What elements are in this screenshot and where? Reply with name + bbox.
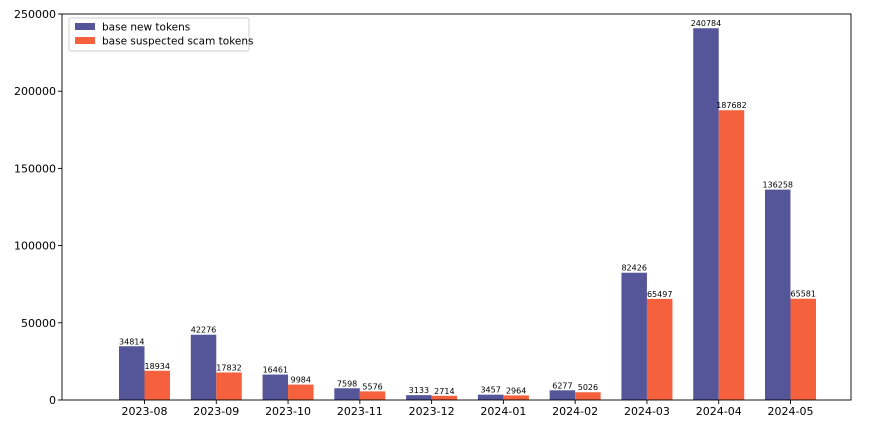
data-label-scam-tokens-2024-01: 2964 <box>506 386 526 395</box>
bar-new-tokens-2023-10 <box>262 374 289 400</box>
data-labels-layer: 34814 42276 16461 7598 3133 3457 6277 82426 2407… <box>119 19 816 396</box>
y-tick-label: 0 <box>49 394 56 407</box>
legend-label-new-tokens: base new tokens <box>102 22 190 34</box>
y-tick-label: 250000 <box>14 8 56 21</box>
data-label-new-tokens-2023-09: 42276 <box>191 326 216 335</box>
bars-layer <box>119 28 816 400</box>
data-label-scam-tokens-2023-08: 18934 <box>145 362 170 371</box>
x-tick-label: 2024-04 <box>696 405 742 418</box>
data-label-new-tokens-2024-03: 82426 <box>621 264 646 273</box>
y-tick-label: 150000 <box>14 162 56 175</box>
plot-frame <box>61 13 852 401</box>
bar-new-tokens-2024-03 <box>621 272 647 400</box>
bar-new-tokens-2024-04 <box>693 28 719 400</box>
x-tick-label: 2023-09 <box>193 405 239 418</box>
x-tick-label: 2023-08 <box>122 405 168 418</box>
bar-new-tokens-2023-11 <box>334 388 360 400</box>
bar-scam-tokens-2023-10 <box>288 384 314 400</box>
x-tick-label: 2024-03 <box>624 405 670 418</box>
axes-layer: 0 50000 100000 150000 200000 250000 2023-08 202… <box>14 8 852 418</box>
x-tick-label: 2024-02 <box>552 405 598 418</box>
data-label-new-tokens-2023-12: 3133 <box>409 386 429 395</box>
data-label-scam-tokens-2023-11: 5576 <box>362 382 382 391</box>
bar-scam-tokens-2023-12 <box>431 395 458 400</box>
bar-scam-tokens-2024-05 <box>790 298 816 400</box>
x-tick-label: 2023-10 <box>265 405 311 418</box>
data-label-new-tokens-2023-08: 34814 <box>119 337 144 346</box>
bar-scam-tokens-2024-02 <box>575 392 601 400</box>
data-label-new-tokens-2023-10: 16461 <box>263 366 288 375</box>
bar-new-tokens-2023-08 <box>119 346 145 400</box>
x-tick-label: 2024-05 <box>768 405 814 418</box>
bar-new-tokens-2023-12 <box>406 395 432 400</box>
bar-scam-tokens-2024-04 <box>718 110 745 400</box>
y-tick-label: 200000 <box>14 85 56 98</box>
data-label-scam-tokens-2024-05: 65581 <box>791 290 816 299</box>
data-label-scam-tokens-2024-02: 5026 <box>578 383 598 392</box>
bar-scam-tokens-2024-01 <box>503 395 529 400</box>
bar-scam-tokens-2024-03 <box>646 298 673 400</box>
data-label-new-tokens-2024-01: 3457 <box>480 386 500 395</box>
legend-label-scam-tokens: base suspected scam tokens <box>102 36 254 48</box>
data-label-scam-tokens-2023-10: 9984 <box>291 376 311 385</box>
data-label-new-tokens-2024-04: 240784 <box>691 19 722 28</box>
data-label-scam-tokens-2024-04: 187682 <box>716 101 747 110</box>
x-tick-label: 2023-12 <box>409 405 455 418</box>
y-tick-label: 100000 <box>14 240 56 253</box>
x-tick-label: 2023-11 <box>337 405 383 418</box>
bar-scam-tokens-2023-09 <box>216 372 242 400</box>
bar-new-tokens-2023-09 <box>190 334 217 400</box>
legend-swatch-new-tokens <box>75 23 95 30</box>
legend-swatch-scam-tokens <box>75 37 95 44</box>
x-tick-label: 2024-01 <box>480 405 526 418</box>
data-label-new-tokens-2023-11: 7598 <box>337 379 357 388</box>
bar-scam-tokens-2023-11 <box>359 391 386 400</box>
y-tick-label: 50000 <box>21 317 56 330</box>
bar-new-tokens-2024-05 <box>765 189 791 400</box>
data-label-new-tokens-2024-05: 136258 <box>762 181 793 190</box>
data-label-scam-tokens-2023-09: 17832 <box>216 363 241 372</box>
bar-new-tokens-2024-01 <box>477 394 504 400</box>
legend: base new tokens base suspected scam token… <box>68 17 254 52</box>
data-label-scam-tokens-2023-12: 2714 <box>434 387 454 396</box>
data-label-scam-tokens-2024-03: 65497 <box>647 290 672 299</box>
legend-box <box>68 17 250 52</box>
bar-scam-tokens-2023-08 <box>144 370 170 400</box>
data-label-new-tokens-2024-02: 6277 <box>552 381 572 390</box>
bar-new-tokens-2024-02 <box>549 390 576 400</box>
